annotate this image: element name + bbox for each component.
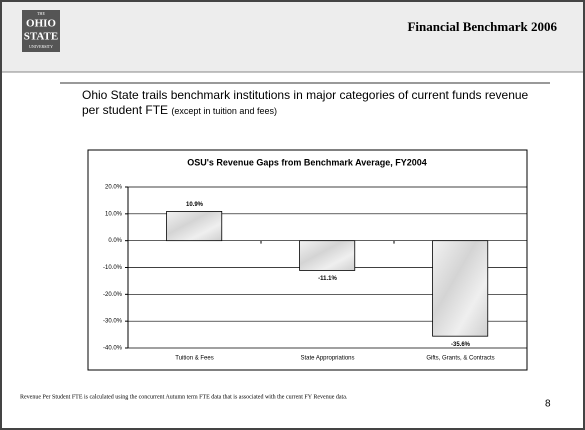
footnote: Revenue Per Student FTE is calculated us… (20, 394, 348, 400)
page-number: 8 (545, 399, 551, 410)
bar (299, 240, 356, 271)
logo-text: THE (37, 11, 45, 16)
x-tick-label: Gifts, Grants, & Contracts (426, 356, 494, 362)
y-tick-label: 0.0% (108, 238, 122, 244)
headline-box: Ohio State trails benchmark institutions… (82, 88, 532, 119)
value-label: -11.1% (318, 276, 337, 282)
y-tick-label: 10.0% (105, 211, 123, 217)
value-label: 10.9% (186, 202, 204, 208)
y-tick-label: -10.0% (103, 265, 123, 271)
y-tick-label: -20.0% (103, 292, 123, 298)
logo-text: OHIO (26, 18, 56, 30)
headline-text: Ohio State trails benchmark institutions… (82, 88, 529, 117)
bar (432, 240, 489, 337)
y-tick-label: -40.0% (103, 346, 123, 352)
logo-box (22, 10, 60, 52)
y-tick-label: -30.0% (103, 319, 123, 325)
x-tick-label: State Appropriations (300, 356, 354, 362)
y-tick-label: 20.0% (105, 185, 123, 191)
logo-text: UNIVERSITY (29, 44, 53, 49)
header-title: Financial Benchmark 2006 (407, 19, 557, 34)
headline: Ohio State trails benchmark institutions… (82, 88, 532, 119)
x-tick-label: Tuition & Fees (175, 356, 213, 362)
header-band (2, 2, 583, 72)
value-label: -35.6% (451, 342, 471, 348)
chart-title: OSU's Revenue Gaps from Benchmark Averag… (187, 157, 427, 167)
bar (166, 211, 223, 242)
headline-note: (except in tuition and fees) (171, 106, 277, 116)
logo-text: STATE (24, 31, 58, 43)
